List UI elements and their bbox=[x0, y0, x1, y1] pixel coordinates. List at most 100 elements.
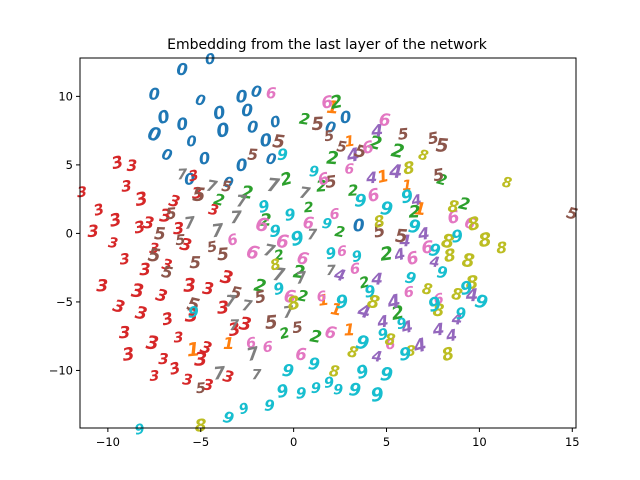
point-digit-8: 8 bbox=[421, 279, 434, 298]
point-digit-2: 2 bbox=[367, 132, 384, 155]
point-digit-8: 8 bbox=[416, 147, 430, 165]
point-digit-1: 1 bbox=[223, 334, 234, 353]
point-digit-7: 7 bbox=[236, 191, 248, 210]
point-digit-2: 2 bbox=[273, 247, 286, 265]
point-digit-9: 9 bbox=[333, 382, 344, 398]
point-digit-5: 5 bbox=[426, 129, 440, 149]
point-digit-3: 3 bbox=[218, 266, 235, 289]
point-digit-9: 9 bbox=[134, 421, 147, 438]
point-digit-8: 8 bbox=[405, 344, 416, 360]
point-digit-0: 0 bbox=[247, 117, 259, 136]
point-digit-6: 6 bbox=[329, 206, 341, 223]
x-tick-label: 15 bbox=[565, 435, 580, 449]
point-digit-9: 9 bbox=[237, 400, 251, 418]
point-digit-3: 3 bbox=[159, 206, 173, 227]
point-digit-1: 1 bbox=[402, 178, 413, 194]
point-digit-8: 8 bbox=[194, 416, 207, 437]
point-digit-3: 3 bbox=[127, 157, 138, 175]
point-digit-9: 9 bbox=[272, 278, 287, 299]
point-digit-5: 5 bbox=[264, 312, 278, 334]
point-digit-2: 2 bbox=[389, 140, 406, 163]
point-digit-8: 8 bbox=[461, 250, 476, 272]
point-digit-9: 9 bbox=[323, 374, 335, 392]
point-digit-6: 6 bbox=[226, 231, 240, 250]
axes-frame bbox=[79, 57, 577, 429]
point-digit-5: 5 bbox=[165, 203, 178, 223]
point-digit-6: 6 bbox=[283, 287, 297, 308]
point-digit-7: 7 bbox=[271, 264, 286, 286]
point-digit-6: 6 bbox=[295, 247, 311, 269]
point-digit-3: 3 bbox=[173, 330, 184, 347]
point-digit-2: 2 bbox=[390, 302, 406, 325]
point-digit-6: 6 bbox=[378, 109, 392, 130]
chart-title: Embedding from the last layer of the net… bbox=[167, 37, 488, 53]
point-digit-1: 1 bbox=[343, 133, 356, 151]
point-digit-9: 9 bbox=[363, 281, 376, 301]
point-digit-3: 3 bbox=[201, 279, 214, 299]
point-digit-2: 2 bbox=[252, 276, 268, 298]
point-digit-6: 6 bbox=[275, 231, 290, 253]
point-digit-0: 0 bbox=[259, 131, 273, 152]
point-digit-0: 0 bbox=[265, 150, 278, 168]
point-digit-3: 3 bbox=[132, 217, 147, 238]
point-digit-4: 4 bbox=[370, 121, 384, 142]
point-digit-3: 3 bbox=[191, 184, 203, 203]
point-digit-6: 6 bbox=[405, 248, 421, 270]
point-digit-8: 8 bbox=[501, 175, 513, 192]
point-digit-9: 9 bbox=[264, 397, 275, 415]
point-digit-8: 8 bbox=[466, 213, 483, 236]
y-axis: −10 −5 0 5 10 bbox=[49, 89, 80, 377]
point-digit-5: 5 bbox=[253, 286, 268, 307]
point-digit-5: 5 bbox=[323, 128, 335, 145]
point-digit-0: 0 bbox=[268, 112, 282, 132]
point-digit-6: 6 bbox=[244, 241, 262, 265]
point-digit-0: 0 bbox=[339, 107, 353, 127]
point-digit-9: 9 bbox=[403, 268, 418, 288]
point-digit-3: 3 bbox=[158, 350, 169, 368]
point-digit-8: 8 bbox=[465, 272, 479, 294]
point-digit-6: 6 bbox=[245, 335, 257, 352]
point-digit-8: 8 bbox=[443, 246, 458, 267]
point-digit-6: 6 bbox=[360, 137, 375, 158]
point-digit-3: 3 bbox=[167, 191, 182, 212]
point-digit-5: 5 bbox=[206, 239, 219, 257]
point-digit-5: 5 bbox=[352, 140, 368, 162]
point-digit-3: 3 bbox=[185, 304, 199, 326]
point-digit-5: 5 bbox=[324, 172, 337, 192]
point-digit-0: 0 bbox=[176, 60, 188, 79]
point-digit-2: 2 bbox=[329, 92, 345, 114]
point-digit-9: 9 bbox=[277, 146, 288, 164]
point-digit-3: 3 bbox=[202, 376, 215, 395]
point-digit-2: 2 bbox=[278, 325, 292, 343]
point-digit-2: 2 bbox=[358, 273, 372, 292]
point-digit-9: 9 bbox=[450, 226, 464, 247]
point-digit-5: 5 bbox=[247, 146, 259, 164]
point-digit-0: 0 bbox=[235, 86, 248, 107]
point-digit-9: 9 bbox=[354, 191, 367, 212]
point-digit-6: 6 bbox=[266, 84, 277, 102]
point-digit-0: 0 bbox=[352, 216, 365, 237]
point-digit-3: 3 bbox=[216, 298, 229, 319]
point-digit-0: 0 bbox=[215, 120, 231, 143]
point-digit-6: 6 bbox=[320, 91, 335, 113]
point-digit-5: 5 bbox=[271, 131, 286, 153]
point-digit-5: 5 bbox=[397, 125, 409, 144]
point-digit-6: 6 bbox=[302, 213, 315, 233]
point-digit-9: 9 bbox=[269, 222, 281, 241]
y-tick-label: 0 bbox=[66, 226, 73, 240]
point-digit-4: 4 bbox=[398, 231, 410, 250]
x-tick-label: −10 bbox=[96, 435, 120, 449]
point-digit-9: 9 bbox=[311, 381, 321, 397]
point-digit-7: 7 bbox=[177, 167, 189, 183]
point-digit-7: 7 bbox=[326, 263, 336, 279]
point-digit-7: 7 bbox=[210, 220, 226, 242]
point-digit-9: 9 bbox=[379, 198, 394, 220]
point-digit-3: 3 bbox=[183, 275, 197, 297]
point-digit-4: 4 bbox=[370, 348, 383, 366]
point-digit-7: 7 bbox=[225, 291, 237, 310]
point-digit-2: 2 bbox=[278, 167, 294, 189]
point-digit-3: 3 bbox=[87, 221, 99, 240]
point-digit-9: 9 bbox=[398, 344, 412, 365]
point-digit-9: 9 bbox=[400, 187, 415, 209]
point-digit-3: 3 bbox=[149, 241, 160, 257]
